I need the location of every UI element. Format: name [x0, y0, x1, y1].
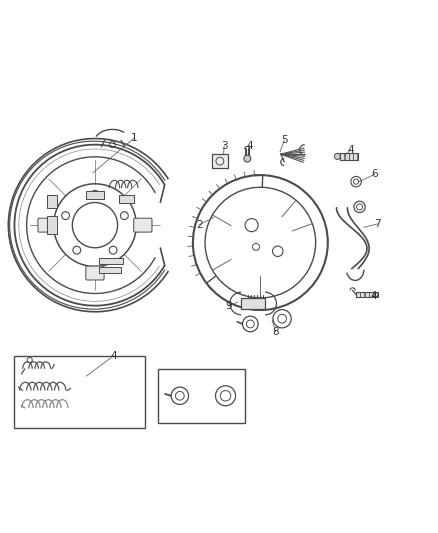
- Text: 4: 4: [370, 291, 377, 301]
- Bar: [86, 191, 104, 199]
- Text: 1: 1: [131, 133, 138, 143]
- Bar: [353, 153, 357, 160]
- Bar: [340, 153, 344, 160]
- Text: 4: 4: [347, 145, 354, 155]
- Bar: [119, 195, 134, 204]
- Bar: [47, 195, 57, 208]
- Text: 4: 4: [246, 141, 253, 150]
- Bar: [241, 298, 265, 309]
- Bar: [369, 292, 373, 297]
- Bar: [47, 216, 57, 234]
- Bar: [356, 292, 378, 297]
- Text: 7: 7: [374, 219, 381, 229]
- Circle shape: [244, 155, 251, 162]
- Bar: [212, 154, 228, 168]
- Bar: [340, 153, 358, 160]
- Text: 4: 4: [110, 351, 117, 361]
- Bar: [360, 292, 364, 297]
- FancyBboxPatch shape: [86, 266, 104, 280]
- FancyBboxPatch shape: [38, 218, 56, 232]
- Circle shape: [334, 154, 340, 159]
- Text: 6: 6: [371, 169, 378, 179]
- Bar: [99, 268, 121, 273]
- Bar: [365, 292, 369, 297]
- Text: 9: 9: [225, 301, 232, 311]
- Bar: [99, 258, 123, 264]
- Bar: [356, 292, 360, 297]
- Bar: [158, 369, 245, 423]
- Bar: [374, 292, 378, 297]
- Text: 8: 8: [272, 327, 279, 337]
- Text: 5: 5: [281, 135, 288, 146]
- Text: 2: 2: [196, 220, 203, 230]
- Bar: [349, 153, 353, 160]
- Bar: [14, 356, 145, 427]
- Bar: [345, 153, 349, 160]
- FancyBboxPatch shape: [134, 218, 152, 232]
- Text: 3: 3: [221, 141, 227, 150]
